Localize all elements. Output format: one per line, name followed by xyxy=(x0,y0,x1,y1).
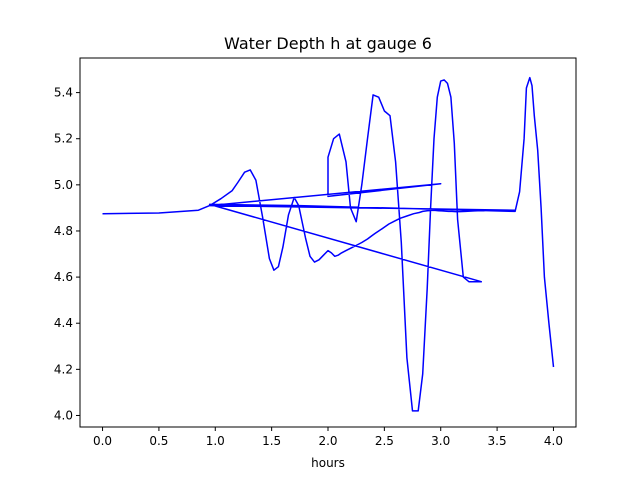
y-tick-label: 4.2 xyxy=(54,362,73,376)
axes-frame xyxy=(79,57,577,428)
x-tick-label: 4.0 xyxy=(544,434,563,448)
y-tick-label: 4.4 xyxy=(54,316,73,330)
plot-area xyxy=(102,76,555,412)
series-line-0 xyxy=(102,76,555,412)
y-tick-label: 4.8 xyxy=(54,224,73,238)
x-tick-label: 3.0 xyxy=(431,434,450,448)
x-tick-label: 0.5 xyxy=(149,434,168,448)
x-tick-label: 3.5 xyxy=(488,434,507,448)
y-tick-label: 4.0 xyxy=(54,408,73,422)
x-tick-label: 1.0 xyxy=(206,434,225,448)
y-axis-ticks: 4.0 4.2 4.4 4.6 4.8 5.0 5.2 5.4 xyxy=(54,86,80,422)
x-tick-label: 2.0 xyxy=(318,434,337,448)
chart-title: Water Depth h at gauge 6 xyxy=(224,34,432,53)
x-tick-label: 1.5 xyxy=(262,434,281,448)
y-tick-label: 5.2 xyxy=(54,132,73,146)
y-tick-label: 5.0 xyxy=(54,178,73,192)
x-tick-label: 0.0 xyxy=(93,434,112,448)
x-tick-label: 2.5 xyxy=(375,434,394,448)
y-tick-label: 4.6 xyxy=(54,270,73,284)
y-tick-label: 5.4 xyxy=(54,86,73,100)
x-axis-ticks: 0.0 0.5 1.0 1.5 2.0 2.5 3.0 3.5 4.0 xyxy=(93,427,563,448)
x-axis-label: hours xyxy=(311,456,345,470)
